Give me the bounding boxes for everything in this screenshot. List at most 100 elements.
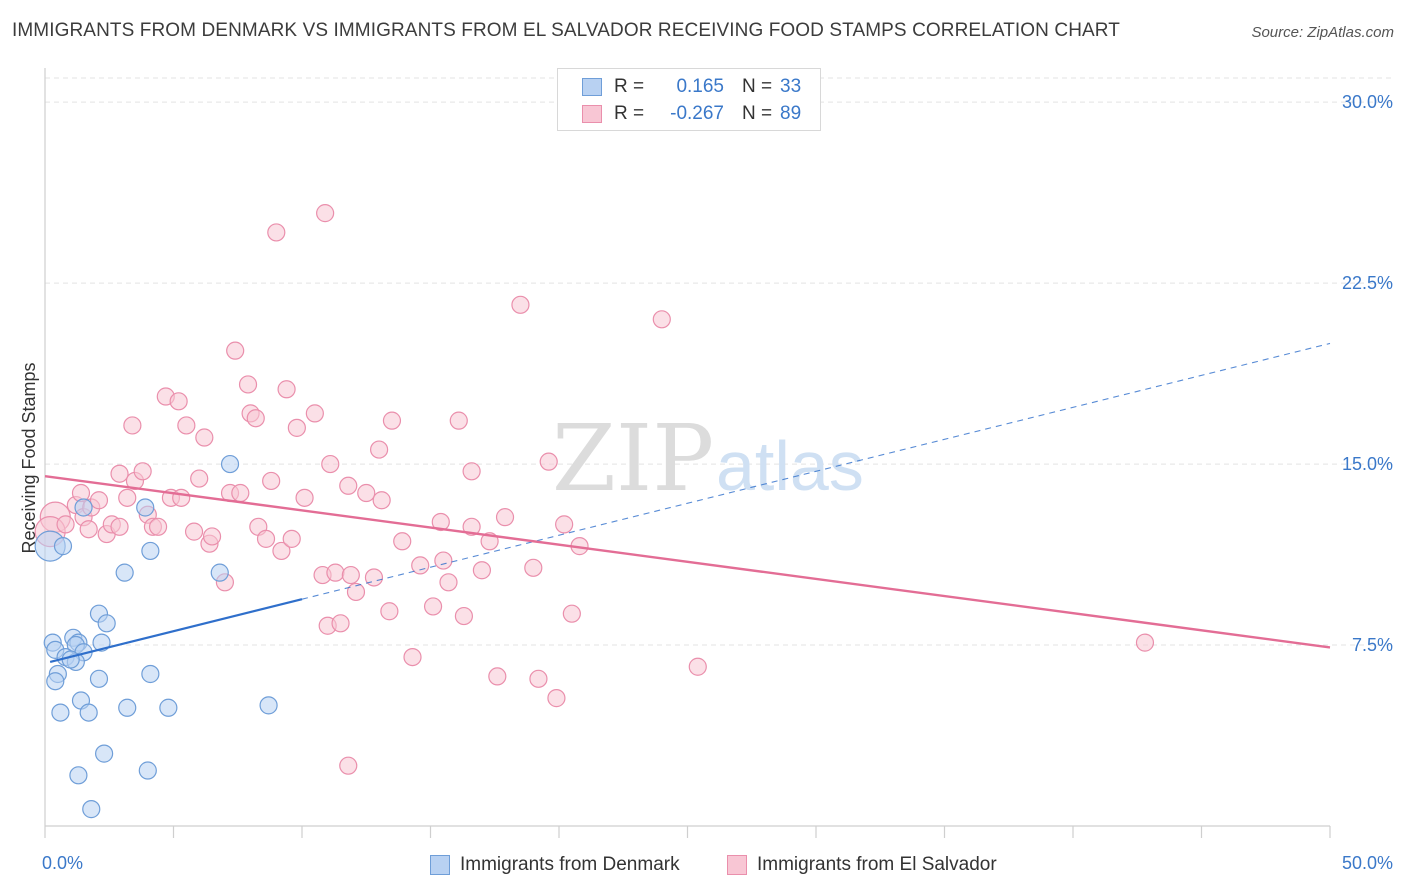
legend-n-value: 33 [780,76,802,97]
el-salvador-point [110,464,129,483]
denmark-trend-line [49,598,303,663]
el-salvador-point [380,602,399,621]
el-salvador-point [488,667,507,686]
denmark-points [34,454,278,819]
denmark-point [95,744,114,763]
denmark-point [89,669,109,688]
bottom-legend-el-salvador: Immigrants from El Salvador [727,852,997,878]
el-salvador-point [326,563,345,582]
el-salvador-point [652,310,671,329]
el-salvador-point [246,409,265,428]
denmark-trend-extension [301,342,1331,600]
el-salvador-point [56,515,75,534]
el-salvador-points [34,204,1155,775]
el-salvador-point [295,488,314,507]
el-salvador-swatch [582,105,602,123]
axes [44,68,1331,838]
el-salvador-point [148,517,168,536]
el-salvador-point [184,522,204,541]
el-salvador-swatch [727,855,747,875]
el-salvador-point [449,411,468,430]
y-tick-label: 30.0% [1342,92,1393,112]
legend-n-label: N = [742,103,773,124]
denmark-point [53,537,73,556]
el-salvador-point [89,491,109,510]
denmark-point [141,664,160,684]
el-salvador-point [472,561,491,580]
gridlines [45,77,1392,646]
el-salvador-point [339,476,358,495]
el-salvador-point [346,582,366,602]
denmark-point [159,698,178,717]
trend-lines [44,342,1331,663]
denmark-point [74,498,93,517]
el-salvador-point [305,404,324,423]
el-salvador-point [434,551,453,570]
el-salvador-point [256,529,276,548]
el-salvador-point [364,568,384,587]
legend-r-value: -0.267 [670,103,724,124]
el-salvador-point [393,532,412,551]
el-salvador-point [454,606,474,626]
y-tick-label: 15.0% [1342,454,1393,474]
el-salvador-point [524,558,543,577]
denmark-point [136,498,155,517]
el-salvador-point [133,462,152,481]
el-salvador-point [195,428,214,447]
denmark-swatch [582,78,602,96]
el-salvador-point [172,488,191,507]
el-salvador-point [277,380,296,399]
legend-r-label: R = [614,103,645,124]
el-salvador-point [462,462,481,481]
el-salvador-point [423,597,443,616]
el-salvador-point [431,512,450,532]
el-salvador-point [226,341,245,360]
el-salvador-point [79,520,98,539]
el-salvador-point [339,756,358,775]
denmark-point [97,614,116,633]
denmark-point [46,672,65,691]
denmark-swatch [430,855,450,875]
el-salvador-point [1135,633,1155,652]
legend-r-label: R = [614,76,645,97]
denmark-point [82,800,101,819]
el-salvador-point [238,375,258,394]
denmark-point [141,541,160,561]
watermark-zip: ZIP [552,405,714,512]
el-salvador-point [462,517,481,536]
bottom-legend-el-salvador-label: Immigrants from El Salvador [757,854,997,875]
legend-row-denmark: R = 0.165 N = 33 [582,74,801,100]
el-salvador-point [688,657,707,676]
el-salvador-trend-line [44,474,1331,649]
denmark-point [61,650,80,669]
legend-r-value: 0.165 [676,76,724,97]
denmark-point [69,766,88,785]
el-salvador-point [231,483,250,503]
el-salvador-point [511,295,530,314]
el-salvador-point [202,527,222,546]
el-salvador-point [267,223,286,242]
denmark-point [138,761,157,780]
bottom-legend-denmark: Immigrants from Denmark [430,852,680,878]
denmark-point [79,703,98,722]
el-salvador-point [439,573,458,592]
el-salvador-point [272,541,291,561]
el-salvador-point [282,529,301,548]
watermark: ZIP atlas [552,405,864,512]
el-salvador-point [321,454,340,474]
el-salvador-point [118,488,137,507]
el-salvador-point [357,483,376,503]
legend-row-el-salvador: R = -0.267 N = 89 [582,101,801,127]
el-salvador-point [123,416,142,435]
el-salvador-point [341,565,360,585]
el-salvador-point [190,469,209,488]
y-axis-label: Receiving Food Stamps [19,362,39,553]
el-salvador-point [331,614,350,633]
el-salvador-point [287,418,306,437]
legend-n-value: 89 [780,103,802,124]
chart-title: IMMIGRANTS FROM DENMARK VS IMMIGRANTS FR… [12,20,1120,41]
el-salvador-point [403,647,422,667]
el-salvador-point [370,440,389,459]
el-salvador-point [262,471,281,491]
y-tick-label: 22.5% [1342,273,1393,293]
